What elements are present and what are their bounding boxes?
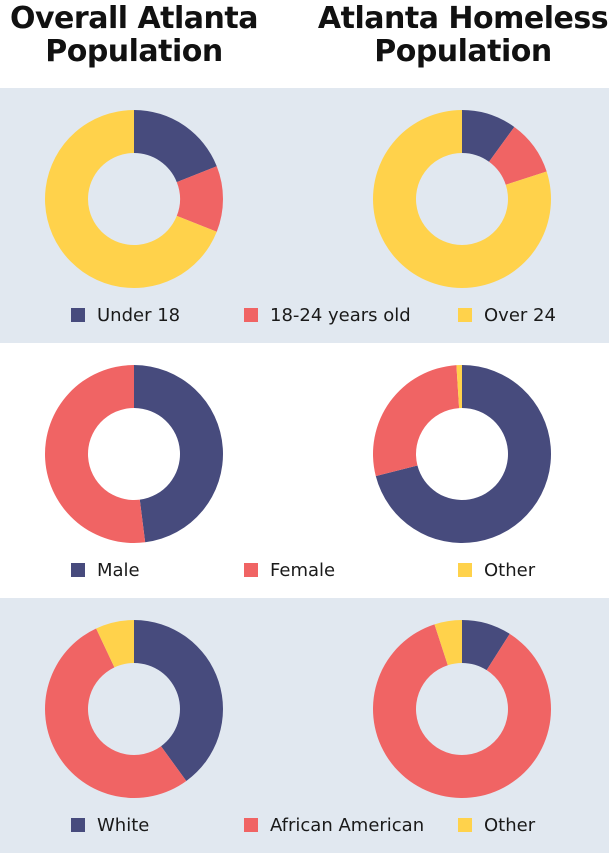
legend-item-over-24: Over 24 <box>458 303 556 327</box>
slice-race-white <box>134 620 223 782</box>
slice-race-other <box>434 620 462 666</box>
legend-swatch-yellow <box>458 818 472 832</box>
legend-label: Other <box>484 559 536 581</box>
slice-age-18-24-years-old <box>489 126 547 185</box>
legend-swatch-coral <box>244 818 258 832</box>
header: Overall Atlanta Population Atlanta Homel… <box>0 0 609 88</box>
legend-swatch-navy <box>71 818 85 832</box>
legend-item-african-american: African American <box>244 813 424 837</box>
legend-swatch-yellow <box>458 308 472 322</box>
race-homeless-donut <box>373 620 551 798</box>
race-overall-donut <box>44 620 223 798</box>
title-homeless: Atlanta Homeless Population <box>317 1 609 69</box>
legend-item-under-18: Under 18 <box>71 303 180 327</box>
gender-legend: Male Female Other <box>0 558 609 582</box>
slice-age-under-18 <box>134 110 217 183</box>
age-legend: Under 18 18-24 years old Over 24 <box>0 303 609 327</box>
legend-swatch-navy <box>71 308 85 322</box>
legend-swatch-coral <box>244 308 258 322</box>
legend-label: 18-24 years old <box>270 304 411 326</box>
legend-item-male: Male <box>71 558 140 582</box>
race-legend: White African American Other <box>0 813 609 837</box>
legend-swatch-yellow <box>458 563 472 577</box>
slice-gender-female <box>45 365 146 543</box>
slice-gender-male <box>375 365 551 543</box>
legend-swatch-coral <box>244 563 258 577</box>
slice-race-white <box>462 620 510 671</box>
slice-race-african-american <box>44 628 187 798</box>
legend-item-18-24: 18-24 years old <box>244 303 411 327</box>
slice-age-18-24-years-old <box>176 166 223 232</box>
race-band: White African American Other <box>0 598 609 853</box>
slice-age-over-24 <box>45 110 217 288</box>
age-charts <box>45 110 551 288</box>
legend-item-white: White <box>71 813 149 837</box>
slice-gender-female <box>373 365 460 477</box>
legend-label: Other <box>484 814 536 836</box>
legend-label: Under 18 <box>97 304 181 326</box>
gender-homeless-donut <box>373 365 551 543</box>
legend-label: Male <box>97 559 140 581</box>
legend-label: Over 24 <box>484 304 556 326</box>
slice-race-african-american <box>373 624 551 798</box>
legend-item-female: Female <box>244 558 335 582</box>
legend-label: White <box>97 814 150 836</box>
age-homeless-donut <box>373 110 551 288</box>
title-overall: Overall Atlanta Population <box>10 1 258 69</box>
legend-label: African American <box>270 814 425 836</box>
slice-race-other <box>96 620 134 668</box>
legend-swatch-navy <box>71 563 85 577</box>
gender-charts <box>45 365 551 543</box>
gender-overall-donut <box>45 365 224 543</box>
slice-gender-other <box>456 365 462 409</box>
gender-band: Male Female Other <box>0 343 609 598</box>
slice-gender-male <box>134 365 224 543</box>
legend-item-other: Other <box>458 558 535 582</box>
legend-item-other: Other <box>458 813 535 837</box>
legend-label: Female <box>270 559 336 581</box>
slice-age-under-18 <box>462 110 515 162</box>
race-charts <box>44 620 551 798</box>
age-overall-donut <box>45 110 223 288</box>
slice-age-over-24 <box>373 110 551 288</box>
age-band: Under 18 18-24 years old Over 24 <box>0 88 609 343</box>
